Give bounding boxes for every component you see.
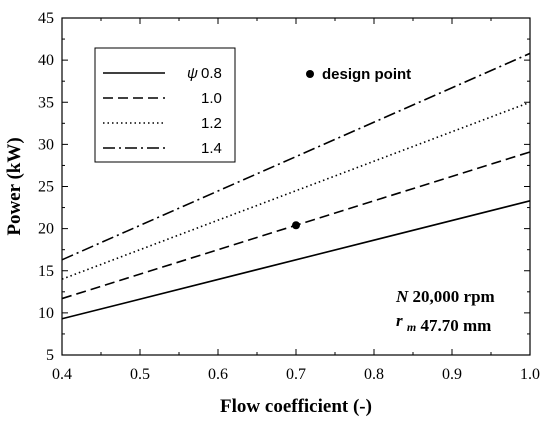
y-tick-label: 10 [38,305,54,322]
y-tick-label: 20 [38,221,54,238]
y-axis-ticks: 5 10 15 20 25 30 35 40 45 [38,10,530,364]
series-line-dashdot [61,52,531,261]
legend: ψ 0.8 1.0 1.2 1.4 [94,47,236,163]
operating-conditions-annotation: N 20,000 rpm r m 47.70 mm [395,287,495,335]
radius-annotation: r m 47.70 mm [396,311,491,335]
y-tick-label: 5 [46,347,54,364]
legend-psi-symbol: ψ [187,65,198,82]
design-point-legend: design point [306,66,411,83]
legend-box [94,47,236,163]
y-tick-label: 25 [38,179,54,196]
y-axis-label: Power (kW) [4,137,25,235]
speed-annotation: N 20,000 rpm [395,287,495,306]
speed-value-text: 20,000 rpm [413,287,495,306]
radius-symbol: r [396,311,403,330]
y-tick-label: 15 [38,263,54,280]
legend-label: 1.2 [201,115,222,132]
radius-subscript: m [407,320,416,334]
x-tick-label: 0.9 [442,366,462,383]
design-point-legend-marker [306,70,314,78]
x-tick-label: 0.5 [130,366,150,383]
x-axis-label: Flow coefficient (-) [220,396,372,417]
x-tick-label: 0.6 [208,366,228,383]
plot-marks [61,52,531,320]
x-tick-label: 0.8 [364,366,384,383]
y-tick-label: 40 [38,52,54,69]
y-tick-label: 45 [38,10,54,27]
x-tick-label: 0.7 [286,366,306,383]
design-point-marker [292,221,300,230]
y-tick-label: 35 [38,94,54,111]
radius-value-text: 47.70 mm [420,316,491,335]
legend-label: 1.4 [201,140,222,157]
x-axis-ticks: 0.4 0.5 0.6 0.7 0.8 0.9 1.0 [52,18,540,383]
y-tick-label: 30 [38,136,54,153]
speed-symbol: N [395,287,409,306]
series-line-solid [61,200,531,320]
design-point-legend-label: design point [322,66,411,83]
legend-label: 1.0 [201,90,222,107]
x-tick-label: 1.0 [520,366,540,383]
legend-label: 0.8 [201,65,222,82]
x-tick-label: 0.4 [52,366,72,383]
